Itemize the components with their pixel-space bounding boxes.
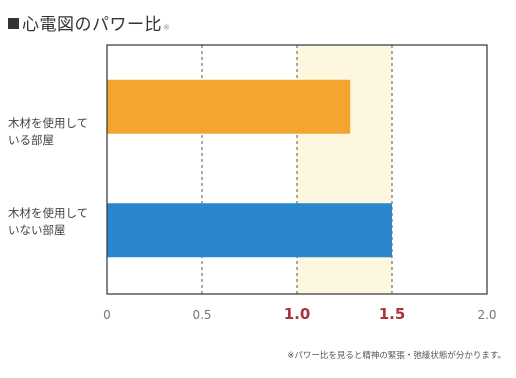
category-label-line: いない部屋 <box>8 223 66 237</box>
category-label-no-wood-room: 木材を使用して いない部屋 <box>8 205 104 239</box>
x-tick-label: 1.5 <box>379 305 406 323</box>
bar <box>107 79 351 134</box>
x-tick-label: 1.0 <box>284 305 311 323</box>
footnote: ※パワー比を見ると精神の緊張・弛緩状態が分かります。 <box>287 351 506 361</box>
category-label-wood-room: 木材を使用して いる部屋 <box>8 115 104 149</box>
bar <box>107 203 392 258</box>
category-label-line: 木材を使用して <box>8 116 89 130</box>
x-tick-label: 2.0 <box>477 308 496 322</box>
title-square-icon <box>8 18 19 29</box>
category-label-line: 木材を使用して <box>8 206 89 220</box>
chart-title: 心電図のパワー比※ <box>8 10 170 35</box>
chart-title-text: 心電図のパワー比 <box>22 15 162 35</box>
chart-title-note: ※ <box>163 23 171 32</box>
plot-frame <box>106 44 488 295</box>
category-label-line: いる部屋 <box>8 133 54 147</box>
x-tick-label: 0.5 <box>192 308 211 322</box>
x-tick-label: 0 <box>103 308 111 322</box>
